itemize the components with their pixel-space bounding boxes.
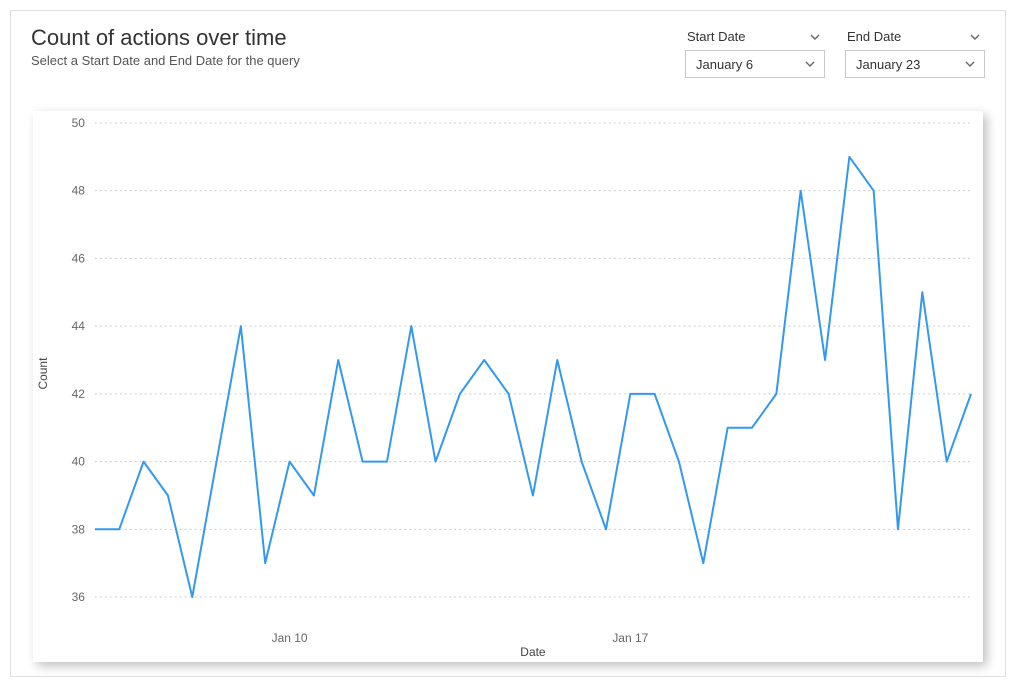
line-chart: 36 38 40 42 44 46 48 50 Jan 10 Jan 17 Date Count [33, 111, 983, 662]
start-date-dropdown[interactable]: January 6 [685, 50, 825, 78]
svg-text:50: 50 [72, 116, 86, 130]
start-date-label: Start Date [687, 29, 746, 44]
end-date-label-row[interactable]: End Date [845, 27, 985, 50]
page-subtitle: Select a Start Date and End Date for the… [31, 53, 685, 68]
svg-text:Jan 10: Jan 10 [272, 631, 308, 645]
svg-text:36: 36 [72, 590, 86, 604]
end-date-dropdown[interactable]: January 23 [845, 50, 985, 78]
start-date-filter: Start Date January 6 [685, 27, 825, 78]
chevron-down-icon [809, 31, 821, 43]
end-date-label: End Date [847, 29, 901, 44]
svg-text:48: 48 [72, 184, 86, 198]
svg-text:Jan 17: Jan 17 [612, 631, 648, 645]
page-title: Count of actions over time [31, 25, 685, 51]
date-filters: Start Date January 6 End Date [685, 25, 985, 78]
chevron-down-icon [969, 31, 981, 43]
start-date-label-row[interactable]: Start Date [685, 27, 825, 50]
chevron-down-icon [964, 58, 976, 70]
report-card: Count of actions over time Select a Star… [10, 10, 1006, 677]
header: Count of actions over time Select a Star… [11, 11, 1005, 82]
svg-text:Date: Date [520, 645, 546, 659]
start-date-value: January 6 [696, 57, 753, 72]
svg-text:38: 38 [72, 522, 86, 536]
svg-text:44: 44 [72, 319, 86, 333]
svg-text:40: 40 [72, 455, 86, 469]
chevron-down-icon [804, 58, 816, 70]
svg-text:Count: Count [36, 357, 50, 390]
end-date-value: January 23 [856, 57, 920, 72]
svg-text:42: 42 [72, 387, 86, 401]
chart-panel: 36 38 40 42 44 46 48 50 Jan 10 Jan 17 Date Count [33, 111, 983, 662]
end-date-filter: End Date January 23 [845, 27, 985, 78]
svg-text:46: 46 [72, 251, 86, 265]
